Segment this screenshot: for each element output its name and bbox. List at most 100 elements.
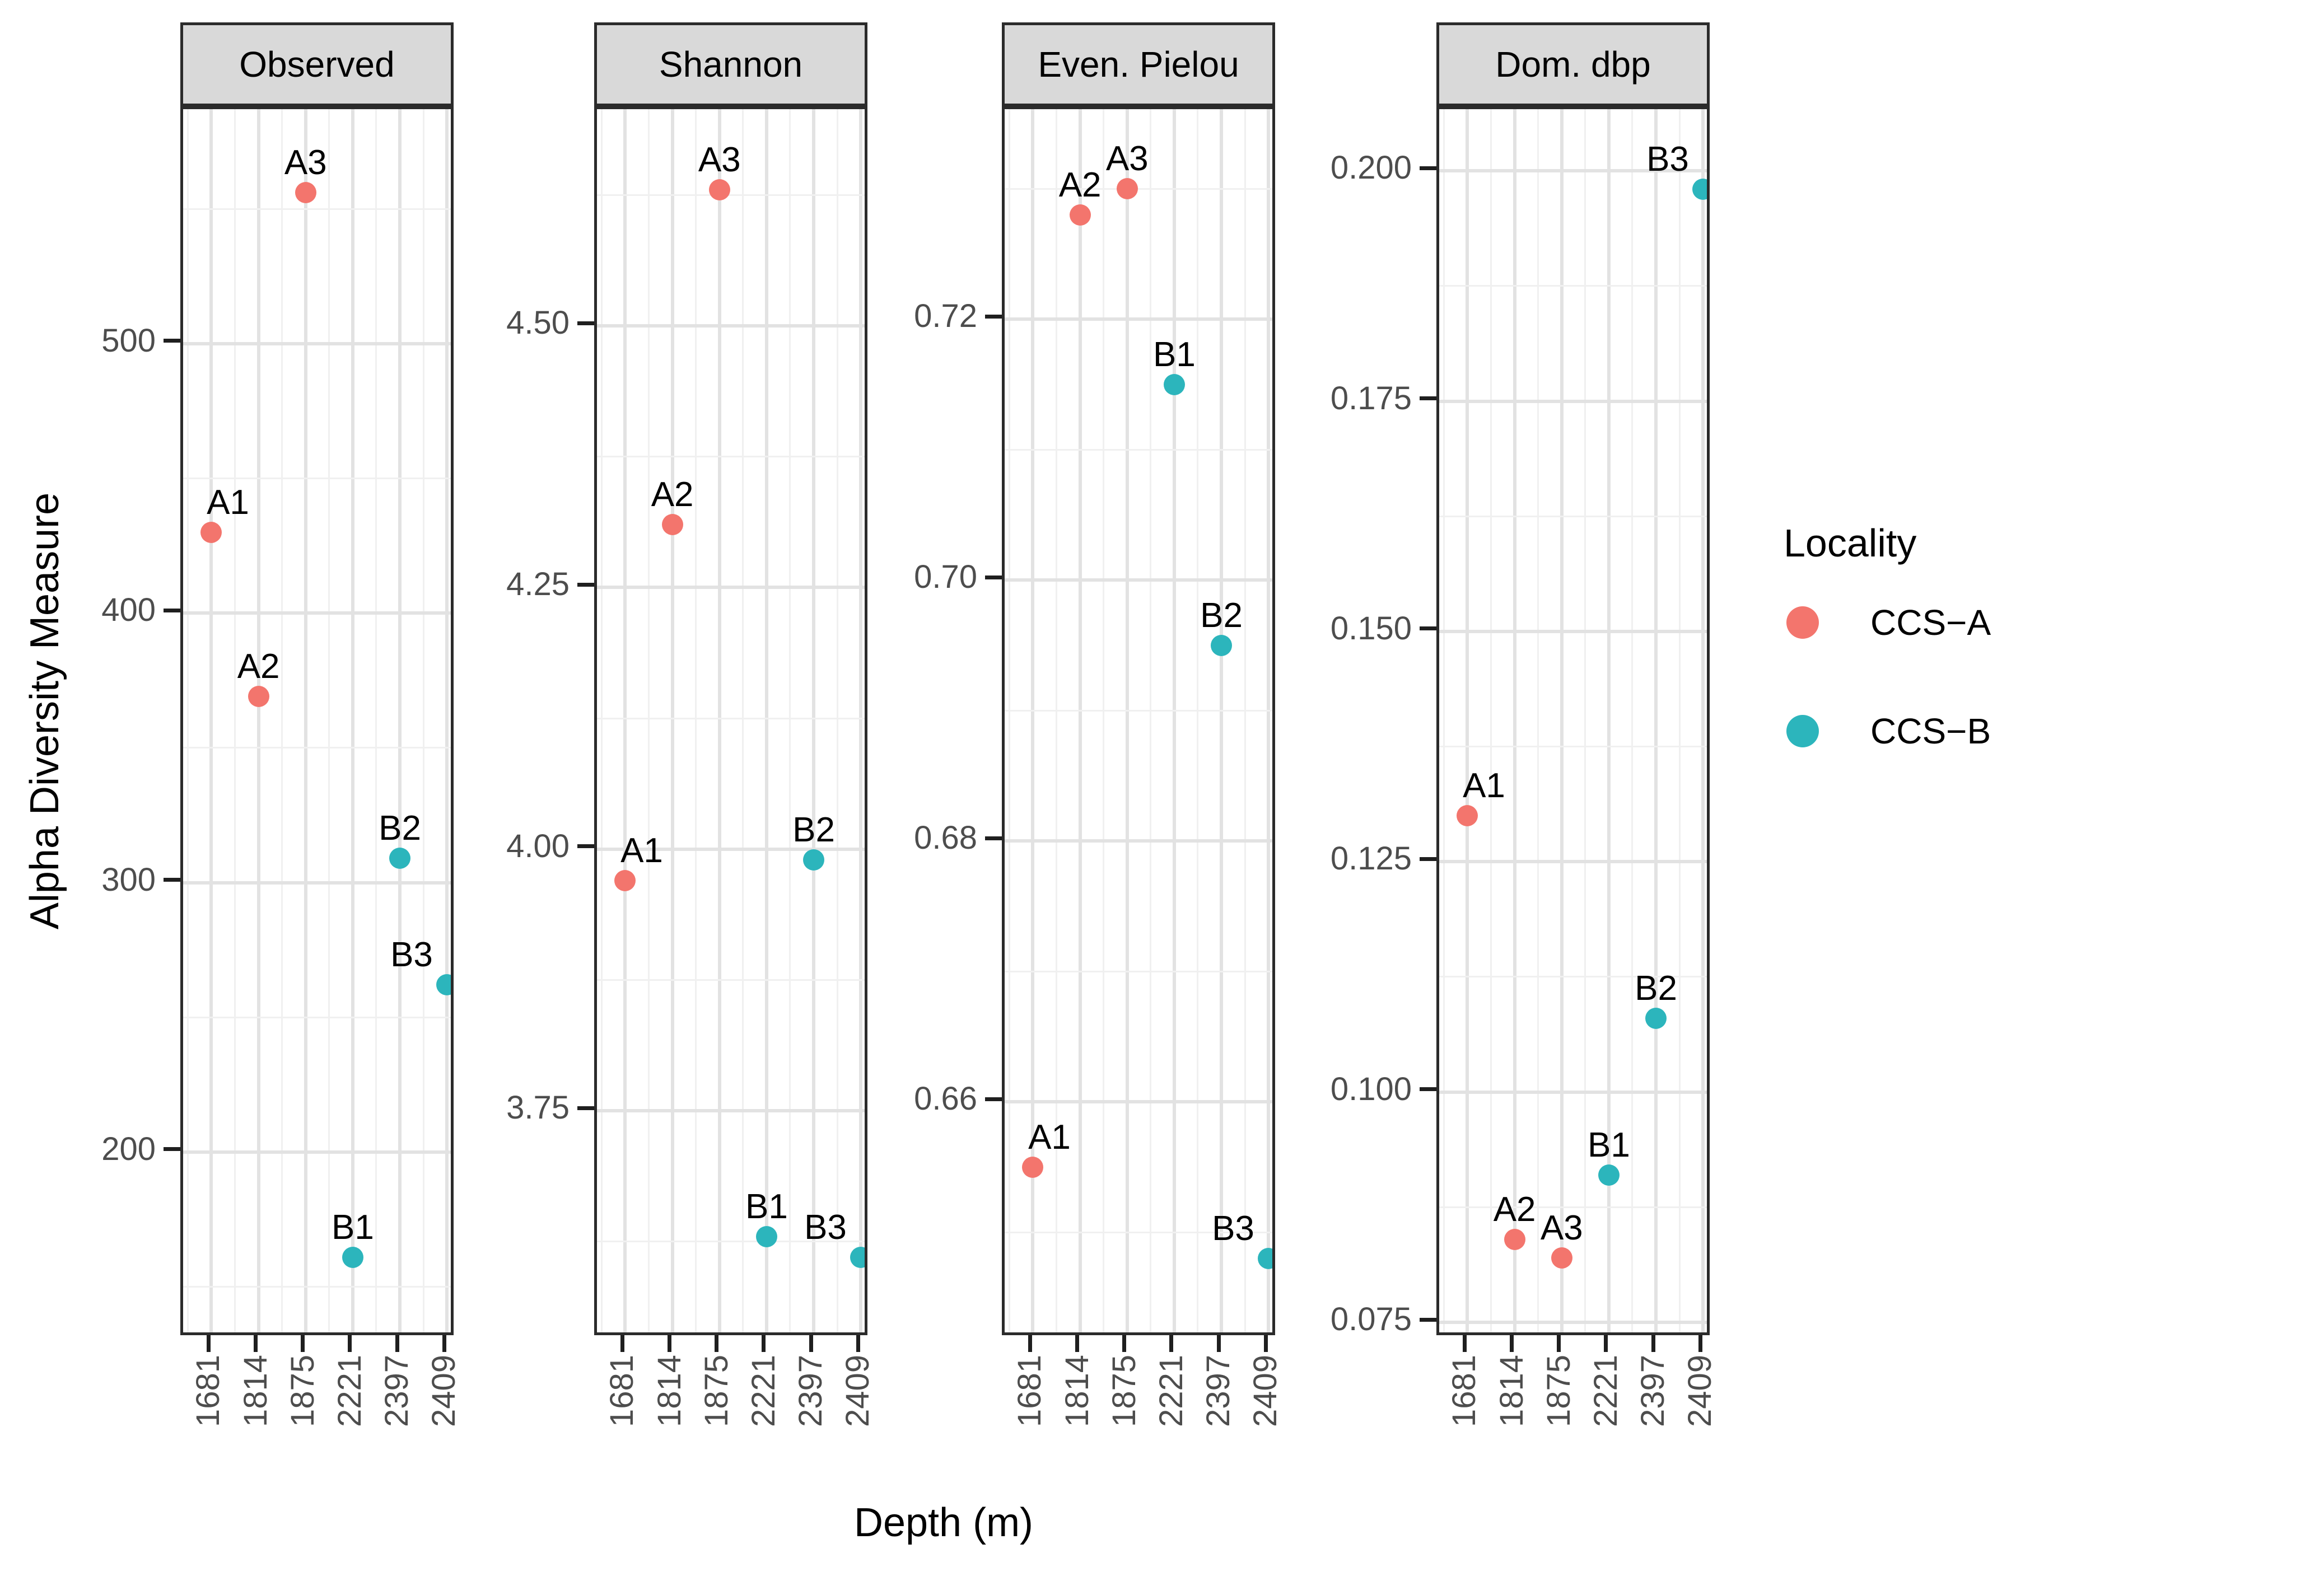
y-axis-tick-label: 0.075	[1330, 1301, 1412, 1338]
data-point-label: B2	[792, 810, 835, 849]
gridline-major-x	[398, 109, 402, 1332]
data-point-dot	[342, 1246, 363, 1268]
x-axis-tick	[395, 1335, 399, 1352]
data-point-label: A1	[620, 831, 663, 870]
data-point-label: A3	[1105, 139, 1149, 179]
data-point-dot	[1163, 373, 1185, 395]
y-axis-tick-label: 0.72	[914, 298, 977, 335]
x-axis-tick	[1462, 1335, 1467, 1352]
gridline-minor-x	[789, 109, 791, 1332]
gridline-minor-x	[1537, 109, 1539, 1332]
data-point-dot	[295, 182, 316, 204]
data-point-label: B1	[1152, 335, 1196, 374]
gridline-major-x	[1125, 109, 1129, 1332]
facet-strip: Observed	[180, 22, 454, 106]
x-axis-tick-label: 2221	[1152, 1355, 1189, 1428]
gridline-minor-x	[836, 109, 838, 1332]
x-axis-tick-label: 2221	[1587, 1355, 1624, 1428]
gridline-minor-y	[183, 747, 451, 749]
x-axis-tick-label: 2397	[379, 1355, 416, 1428]
x-axis-tick-label: 2397	[1635, 1355, 1672, 1428]
data-point-label: A2	[651, 475, 694, 514]
data-point-label: B3	[804, 1208, 847, 1247]
gridline-major-y	[597, 1109, 865, 1113]
gridline-minor-x	[742, 109, 744, 1332]
data-point-dot	[248, 686, 269, 708]
gridline-minor-x	[600, 109, 603, 1332]
data-point-dot	[389, 848, 411, 869]
gridline-major-x	[670, 109, 674, 1332]
y-axis-tick	[1420, 626, 1436, 631]
data-point-label: A3	[284, 143, 327, 183]
facet-panel: A1 A2 A3 B1 B2 B3	[1002, 106, 1275, 1335]
data-point-label: A1	[207, 483, 249, 522]
data-point-label: B3	[1646, 140, 1689, 179]
gridline-minor-x	[186, 109, 189, 1332]
gridline-major-y	[597, 324, 865, 328]
gridline-major-x	[1607, 109, 1611, 1332]
gridline-major-x	[256, 109, 260, 1332]
y-axis-tick	[577, 1106, 594, 1110]
data-point-label: B2	[1635, 969, 1677, 1008]
gridline-minor-x	[1631, 109, 1634, 1332]
x-axis-tick	[1075, 1335, 1080, 1352]
data-point-dot	[1504, 1228, 1525, 1250]
gridline-major-x	[859, 109, 863, 1332]
data-point-dot	[1116, 178, 1138, 200]
x-axis-tick	[254, 1335, 258, 1352]
y-axis-tick-label: 300	[101, 861, 156, 898]
gridline-major-y	[183, 341, 451, 345]
x-axis-tick	[1169, 1335, 1174, 1352]
gridline-major-x	[209, 109, 213, 1332]
legend-item-ccs-a: CCS−A	[1784, 568, 1991, 677]
gridline-minor-x	[1443, 109, 1445, 1332]
x-axis-tick	[1263, 1335, 1268, 1352]
gridline-major-x	[812, 109, 816, 1332]
y-axis-tick-label: 400	[101, 592, 156, 629]
gridline-major-y	[183, 611, 451, 615]
gridline-major-x	[1220, 109, 1224, 1332]
gridline-minor-x	[281, 109, 283, 1332]
gridline-major-x	[1654, 109, 1658, 1332]
x-axis-tick	[715, 1335, 719, 1352]
x-axis-tick	[1604, 1335, 1608, 1352]
data-point-label: B3	[390, 935, 433, 975]
y-axis-title: Alpha Diversity Measure	[22, 492, 67, 930]
y-axis-tick	[1420, 1317, 1436, 1322]
x-axis-tick-label: 1875	[1540, 1355, 1577, 1428]
data-point-dot	[200, 521, 222, 543]
legend-item-label: CCS−B	[1870, 711, 1991, 751]
x-axis-tick-label: 1875	[698, 1355, 735, 1428]
y-axis-tick	[985, 314, 1002, 319]
y-axis-tick	[577, 582, 594, 587]
x-axis-tick	[1510, 1335, 1514, 1352]
gridline-minor-y	[183, 1286, 451, 1288]
data-point-dot	[1211, 634, 1233, 656]
y-axis-tick	[1420, 857, 1436, 861]
gridline-minor-x	[375, 109, 377, 1332]
legend-item-label: CCS−A	[1870, 602, 1991, 643]
gridline-major-x	[1513, 109, 1516, 1332]
x-axis-tick	[1216, 1335, 1221, 1352]
data-point-dot	[850, 1247, 865, 1269]
gridline-major-x	[351, 109, 354, 1332]
x-axis-tick-label: 2397	[792, 1355, 829, 1428]
gridline-minor-y	[1439, 1206, 1707, 1208]
y-axis-tick	[164, 608, 180, 612]
data-point-label: B3	[1212, 1209, 1254, 1248]
y-axis-tick	[164, 339, 180, 343]
gridline-major-y	[183, 881, 451, 885]
gridline-minor-y	[183, 477, 451, 479]
data-point-label: A3	[1540, 1208, 1583, 1247]
y-axis-tick-label: 0.175	[1330, 380, 1412, 417]
facet-strip: Even. Pielou	[1002, 22, 1275, 106]
data-point-dot	[1258, 1247, 1272, 1269]
y-axis-tick-label: 0.200	[1330, 149, 1412, 186]
gridline-minor-y	[597, 1241, 865, 1243]
gridline-minor-x	[1244, 109, 1246, 1332]
gridline-major-y	[1439, 629, 1707, 633]
y-axis-tick-label: 0.125	[1330, 840, 1412, 877]
x-axis-tick	[856, 1335, 860, 1352]
x-axis-tick	[809, 1335, 813, 1352]
gridline-major-y	[597, 847, 865, 851]
